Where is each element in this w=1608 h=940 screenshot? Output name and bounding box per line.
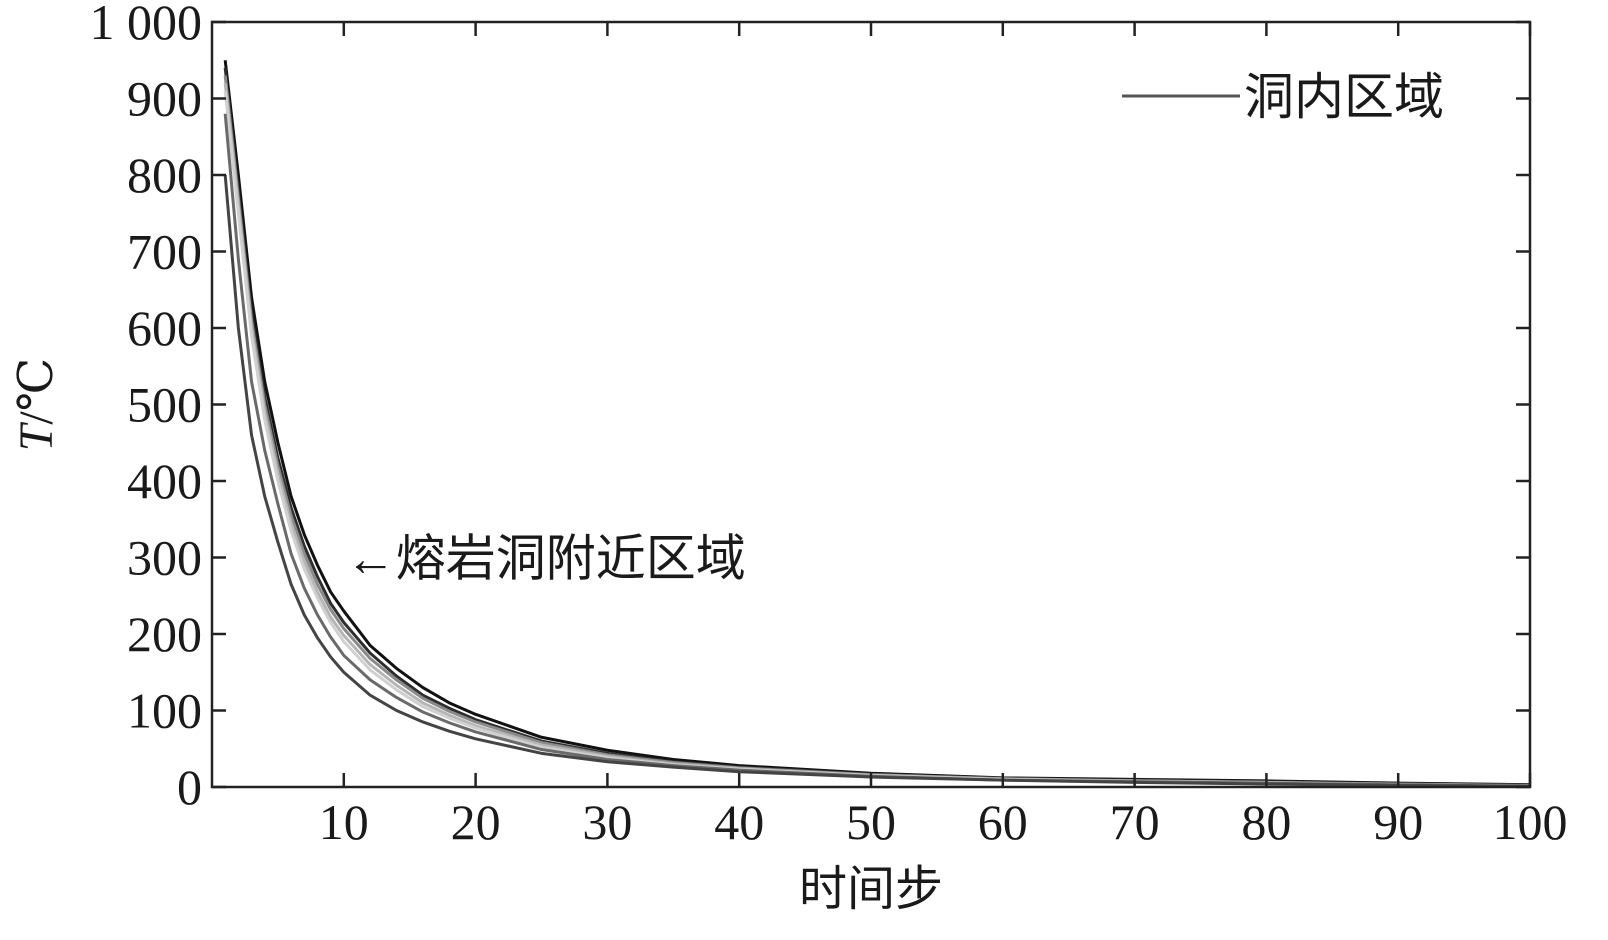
y-tick-label: 400 (127, 453, 202, 509)
legend: 洞内区域 (1122, 69, 1444, 125)
y-tick-label: 800 (127, 147, 202, 203)
x-tick-label: 70 (1110, 794, 1160, 850)
x-tick-label: 100 (1493, 794, 1568, 850)
x-tick-label: 90 (1373, 794, 1423, 850)
x-axis-title: 时间步 (799, 863, 943, 916)
y-tick-label: 300 (127, 530, 202, 586)
y-tick-label: 0 (177, 759, 202, 815)
axis-tick-labels: 10 20 30 40 50 60 70 80 90 100 0 100 200 300 400 500 600… (90, 0, 1568, 850)
y-tick-label: 100 (127, 683, 202, 739)
y-tick-label: 700 (127, 224, 202, 280)
y-tick-label: 600 (127, 300, 202, 356)
y-axis-variable: T (10, 421, 63, 451)
series-lines (223, 60, 1531, 788)
x-tick-label: 40 (714, 794, 764, 850)
series-line-5 (223, 90, 1531, 788)
y-axis-unit: /℃ (10, 358, 63, 425)
series-line-4 (223, 83, 1531, 788)
annotation-label: ←熔岩洞附近区域 (346, 531, 746, 587)
y-tick-label: 500 (127, 377, 202, 433)
series-line-2 (223, 67, 1531, 787)
x-tick-label: 50 (846, 794, 896, 850)
x-tick-label: 20 (451, 794, 501, 850)
axis-ticks (212, 20, 1532, 789)
series-line-3 (223, 75, 1531, 787)
series-line-1 (223, 60, 1531, 787)
y-tick-label: 200 (127, 606, 202, 662)
x-tick-label: 10 (319, 794, 369, 850)
x-tick-label: 80 (1241, 794, 1291, 850)
y-tick-label: 900 (127, 71, 202, 127)
plot-area-frame (210, 20, 1532, 789)
y-tick-label: 1 000 (90, 0, 203, 50)
x-tick-label: 30 (582, 794, 632, 850)
x-tick-label: 60 (978, 794, 1028, 850)
legend-label: 洞内区域 (1244, 69, 1444, 125)
y-axis-title: T/℃ (10, 358, 63, 452)
